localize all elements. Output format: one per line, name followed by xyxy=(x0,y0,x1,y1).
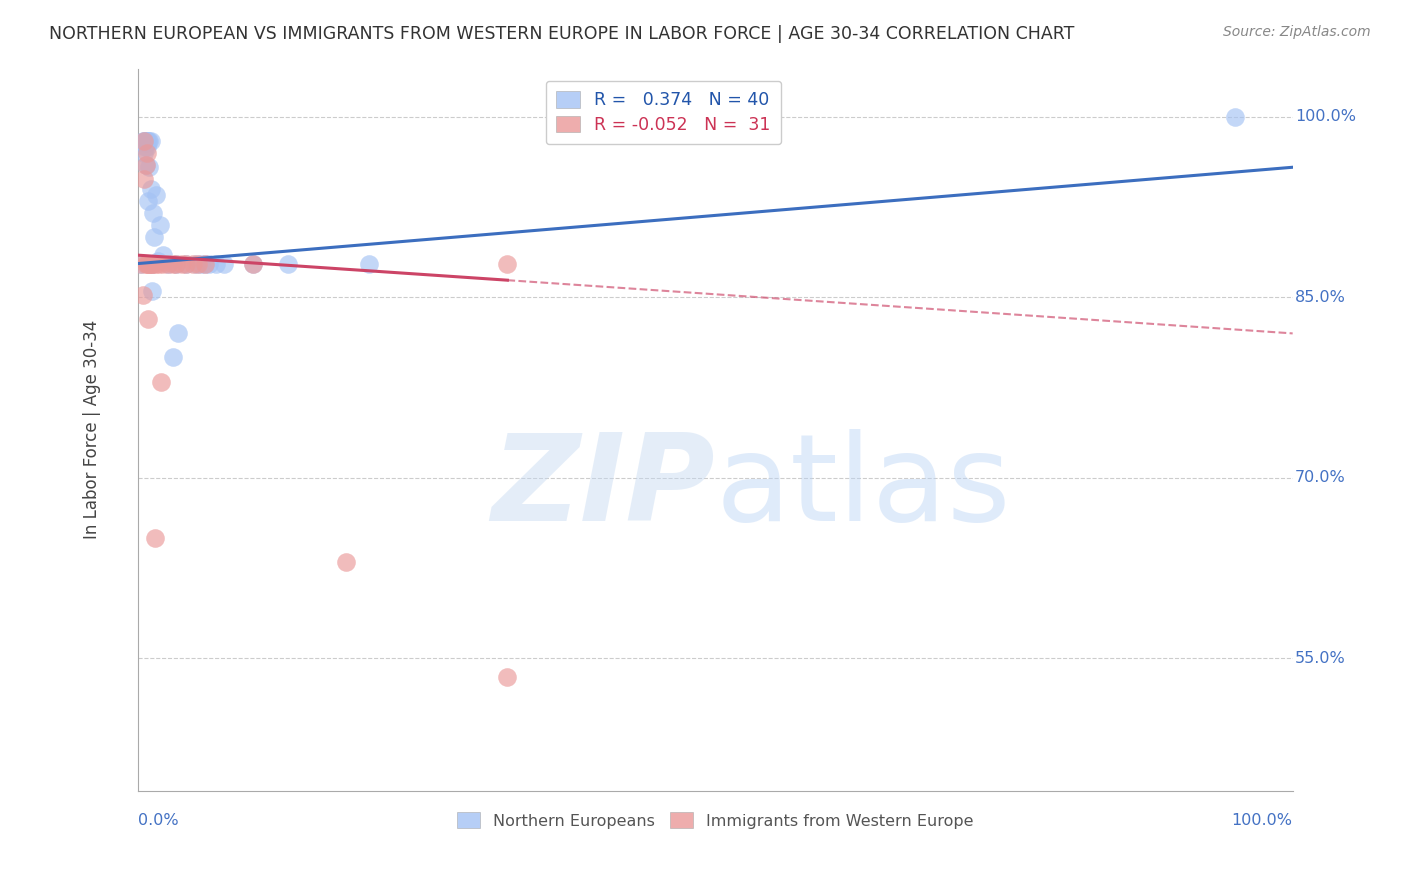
Text: ZIP: ZIP xyxy=(492,429,716,546)
Point xyxy=(141,285,163,299)
Point xyxy=(143,230,166,244)
Point xyxy=(194,256,217,270)
Point xyxy=(136,134,159,148)
Point xyxy=(156,256,179,270)
Point xyxy=(135,136,157,151)
Point xyxy=(242,256,264,270)
Point xyxy=(132,172,155,186)
Point xyxy=(132,134,155,148)
Point xyxy=(184,256,207,270)
Point xyxy=(136,134,159,148)
Text: 55.0%: 55.0% xyxy=(1295,651,1346,666)
Point xyxy=(198,256,221,270)
Point xyxy=(135,256,157,270)
Point xyxy=(145,188,167,202)
Point xyxy=(134,134,156,148)
Point xyxy=(139,134,162,148)
Point xyxy=(496,256,519,270)
Point xyxy=(162,351,184,365)
Text: Source: ZipAtlas.com: Source: ZipAtlas.com xyxy=(1223,25,1371,39)
Point xyxy=(496,669,519,683)
Point xyxy=(136,312,159,326)
Point xyxy=(165,256,187,270)
Text: 85.0%: 85.0% xyxy=(1295,290,1346,305)
Point xyxy=(176,256,198,270)
Point xyxy=(142,206,165,220)
Text: atlas: atlas xyxy=(716,429,1011,546)
Point xyxy=(132,145,155,160)
Point xyxy=(131,288,153,302)
Point xyxy=(143,531,166,545)
Point xyxy=(214,256,236,270)
Point xyxy=(357,256,380,270)
Point xyxy=(194,256,217,270)
Point xyxy=(1223,110,1246,124)
Point xyxy=(141,256,163,270)
Point xyxy=(139,182,162,196)
Point xyxy=(149,218,172,232)
Point xyxy=(149,375,172,389)
Point xyxy=(131,256,153,270)
Text: 100.0%: 100.0% xyxy=(1295,109,1355,124)
Point xyxy=(170,256,193,270)
Point xyxy=(136,194,159,208)
Text: 0.0%: 0.0% xyxy=(138,813,179,828)
Point xyxy=(138,134,160,148)
Text: 70.0%: 70.0% xyxy=(1295,470,1346,485)
Point xyxy=(138,256,160,270)
Point xyxy=(146,254,169,268)
Point xyxy=(165,256,187,270)
Point xyxy=(190,256,212,270)
Point xyxy=(152,248,174,262)
Point xyxy=(135,158,157,172)
Point xyxy=(152,256,174,270)
Point xyxy=(136,145,159,160)
Point xyxy=(156,256,179,270)
Point xyxy=(135,134,157,148)
Legend: Northern Europeans, Immigrants from Western Europe: Northern Europeans, Immigrants from West… xyxy=(451,806,980,835)
Point xyxy=(136,256,159,270)
Point xyxy=(142,256,165,270)
Point xyxy=(167,326,190,341)
Point xyxy=(145,256,167,270)
Point xyxy=(205,256,228,270)
Point xyxy=(132,134,155,148)
Point xyxy=(136,256,159,270)
Point xyxy=(131,134,153,148)
Point xyxy=(141,256,163,270)
Point xyxy=(242,256,264,270)
Point xyxy=(187,256,209,270)
Point xyxy=(277,256,299,270)
Point xyxy=(162,256,184,270)
Point xyxy=(148,256,170,270)
Point xyxy=(139,256,162,270)
Text: NORTHERN EUROPEAN VS IMMIGRANTS FROM WESTERN EUROPE IN LABOR FORCE | AGE 30-34 C: NORTHERN EUROPEAN VS IMMIGRANTS FROM WES… xyxy=(49,25,1074,43)
Point xyxy=(131,256,153,270)
Point xyxy=(136,140,159,154)
Text: 100.0%: 100.0% xyxy=(1232,813,1292,828)
Point xyxy=(135,158,157,172)
Point xyxy=(335,555,357,569)
Point xyxy=(181,256,204,270)
Point xyxy=(176,256,198,270)
Point xyxy=(134,140,156,154)
Text: In Labor Force | Age 30-34: In Labor Force | Age 30-34 xyxy=(83,320,101,540)
Point xyxy=(138,160,160,174)
